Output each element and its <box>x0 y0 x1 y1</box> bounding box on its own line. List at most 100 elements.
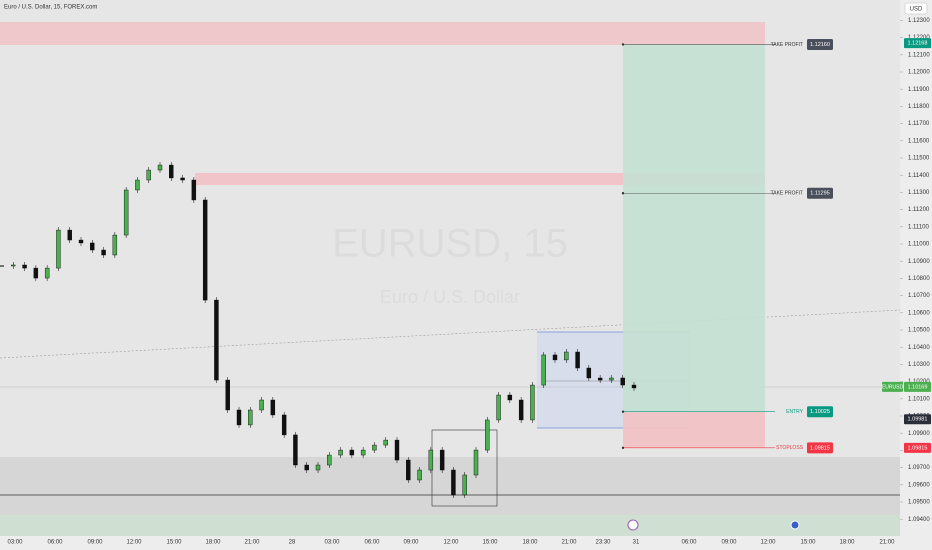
candle <box>417 469 422 481</box>
time-label: 21:00 <box>561 540 577 546</box>
price-tick-label: 1.09500 <box>908 500 930 506</box>
time-label: 18:00 <box>839 540 855 546</box>
candle <box>180 177 185 181</box>
candle <box>78 239 84 244</box>
order-label: ENTRY <box>786 409 804 415</box>
order-price: 1.09815 <box>810 445 830 451</box>
candle <box>631 384 637 389</box>
symbol-tag <box>882 381 903 392</box>
time-label: 23:30 <box>595 540 611 546</box>
price-tick-label: 1.10500 <box>908 328 930 334</box>
price-tick-label: 1.11300 <box>908 190 930 196</box>
price-tag <box>904 442 931 453</box>
candle <box>56 229 61 269</box>
time-label: 18:00 <box>205 540 221 546</box>
candle <box>485 419 490 451</box>
price-tick-label: 1.12000 <box>908 70 930 76</box>
order-price-box <box>807 38 833 50</box>
time-axis-bg <box>0 536 900 550</box>
candle <box>507 394 513 401</box>
time-label: 21:00 <box>879 540 895 546</box>
candle <box>338 449 343 456</box>
currency-button[interactable] <box>904 2 928 15</box>
order-handle <box>621 192 625 195</box>
order-handle <box>621 43 625 46</box>
price-tick-label: 1.10800 <box>908 276 930 282</box>
candle <box>146 169 151 181</box>
time-label: 15:00 <box>166 540 182 546</box>
time-label: 12:00 <box>126 540 142 546</box>
candle <box>293 434 298 466</box>
candle <box>22 264 27 269</box>
candle <box>406 459 411 481</box>
candle <box>518 399 524 421</box>
candle <box>496 394 501 421</box>
price-tick-label: 1.10900 <box>908 259 930 265</box>
time-label: 18:00 <box>522 540 538 546</box>
candle <box>620 377 625 386</box>
time-label: 06:00 <box>47 540 63 546</box>
time-label: 09:00 <box>403 540 419 546</box>
currency[interactable]: USD <box>910 7 923 13</box>
candle <box>383 439 388 446</box>
price-tag-label: 1.10169 <box>908 384 928 390</box>
event-icon[interactable] <box>790 520 800 530</box>
price-tag <box>904 414 931 425</box>
price-tick-label: 1.09700 <box>908 465 930 471</box>
symbol-tag-label: EURUSD <box>882 384 904 390</box>
price-tick-label: 1.11100 <box>908 224 929 230</box>
price-tag <box>904 38 931 49</box>
price-tick-label: 1.10300 <box>908 362 930 368</box>
price-tick-label: 1.10100 <box>908 396 930 402</box>
price-tick-label: 1.11600 <box>908 138 930 144</box>
event-icon[interactable] <box>627 519 639 531</box>
candle <box>270 399 276 416</box>
candle <box>451 469 456 496</box>
candle <box>394 439 400 461</box>
order-price: 1.10025 <box>810 409 830 415</box>
time-label: 09:00 <box>721 540 737 546</box>
price-tick-label: 1.11400 <box>908 173 930 179</box>
candle <box>202 199 208 301</box>
profit-zone <box>623 44 765 412</box>
candle <box>259 399 264 411</box>
order-handle <box>621 410 625 413</box>
time-label: 31 <box>633 540 640 546</box>
candle <box>315 464 321 471</box>
candle <box>541 354 546 386</box>
candle <box>191 179 197 201</box>
supply-zone <box>195 173 765 185</box>
time-label: 15:00 <box>800 540 816 546</box>
time-label: 28 <box>289 540 296 546</box>
price-tick-label: 1.12300 <box>908 18 930 24</box>
candle <box>428 449 434 471</box>
candle <box>101 249 106 256</box>
candle <box>236 409 242 426</box>
order-price: 1.12160 <box>810 42 830 48</box>
candle <box>33 267 39 279</box>
candle <box>123 189 129 236</box>
price-tick-label: 1.11900 <box>908 87 930 93</box>
order-price-box <box>807 442 833 454</box>
candle <box>349 449 355 456</box>
price-tick-label: 1.09900 <box>908 431 930 437</box>
price-tick-label: 1.11700 <box>908 121 930 127</box>
price-tag-label: 1.09981 <box>908 417 928 423</box>
demand-zone <box>0 457 900 515</box>
supply-zone <box>0 22 765 45</box>
candle <box>530 384 535 421</box>
chart-title: Euro / U.S. Dollar, 15, FOREX.com <box>4 5 97 11</box>
candle <box>112 234 118 256</box>
candle <box>169 164 174 179</box>
price-tag-label: 1.09815 <box>908 445 928 451</box>
price-axis-bg <box>900 0 932 550</box>
price-tick-label: 1.10700 <box>908 293 930 299</box>
candle <box>44 267 50 279</box>
candle <box>248 409 253 426</box>
time-label: 12:00 <box>760 540 776 546</box>
time-label: 06:00 <box>364 540 380 546</box>
price-tag-label: 1.12168 <box>908 41 928 47</box>
candle <box>575 351 580 369</box>
time-label: 06:00 <box>681 540 697 546</box>
